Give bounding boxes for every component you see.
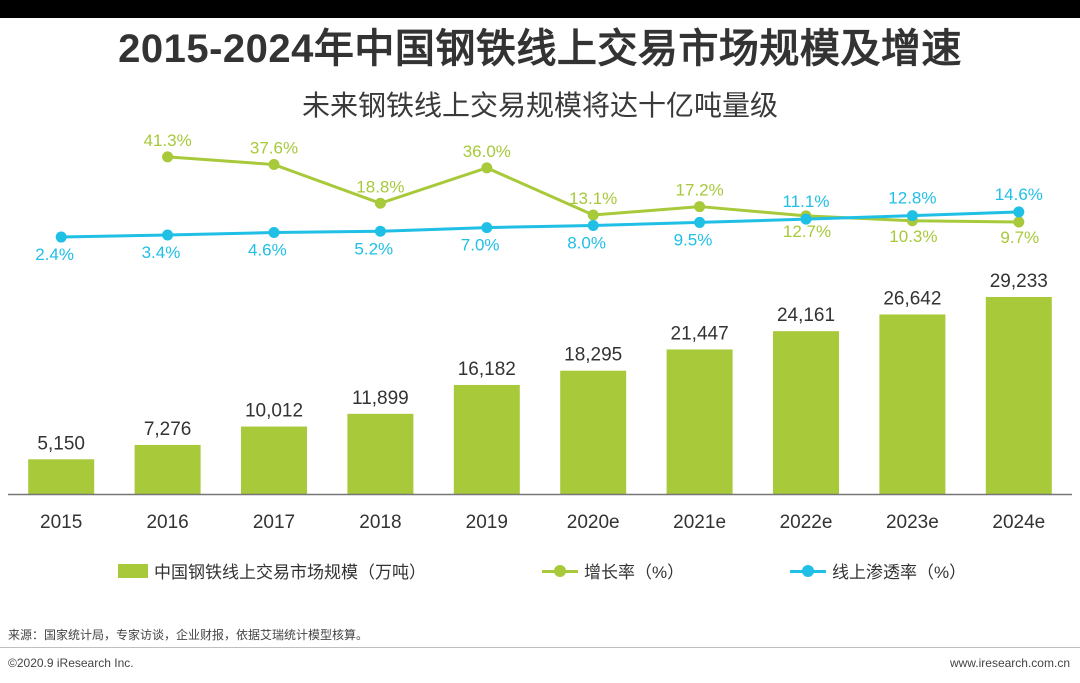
growth-label-2020e: 13.1% xyxy=(569,189,617,208)
penetration-label-2020e: 8.0% xyxy=(567,234,606,253)
growth-label-2024e: 9.7% xyxy=(1000,228,1039,247)
bar-2018 xyxy=(347,413,414,494)
legend-growth-swatch xyxy=(542,564,578,578)
bar-2015 xyxy=(28,459,95,494)
bar-value-label-2016: 7,276 xyxy=(144,419,192,440)
legend-bar-swatch xyxy=(118,563,148,578)
bar-2016 xyxy=(134,444,201,494)
combo-chart: 5,150 2015 7,276 2016 10,012 2017 11,899 2018 16… xyxy=(8,131,1072,533)
x-tick-label-2023e: 2023e xyxy=(886,512,939,533)
legend-label-growth: 增长率（%） xyxy=(584,563,685,582)
footer-divider xyxy=(0,647,1080,648)
bar-value-label-2020e: 18,295 xyxy=(564,345,622,366)
growth-label-2018: 18.8% xyxy=(356,177,404,196)
x-tick-label-2019: 2019 xyxy=(466,512,508,533)
penetration-label-2024e: 14.6% xyxy=(995,185,1043,204)
bar-2022e xyxy=(773,331,839,494)
penetration-point-2018 xyxy=(374,225,386,237)
x-tick-label-2017: 2017 xyxy=(253,512,295,533)
penetration-label-2017: 4.6% xyxy=(248,241,287,260)
website-link[interactable]: www.iresearch.com.cn xyxy=(949,656,1070,670)
penetration-point-2016 xyxy=(162,229,174,241)
x-tick-label-2020e: 2020e xyxy=(567,512,620,533)
growth-label-2019: 36.0% xyxy=(463,142,511,161)
bar-value-label-2015: 5,150 xyxy=(37,433,85,454)
growth-label-2017: 37.6% xyxy=(250,139,298,158)
penetration-point-2019 xyxy=(481,222,493,234)
penetration-label-2018: 5.2% xyxy=(354,239,393,258)
penetration-point-2020e xyxy=(587,220,599,232)
growth-point-2016 xyxy=(162,151,174,163)
bar-2023e xyxy=(879,314,946,494)
growth-label-2016: 41.3% xyxy=(143,131,191,150)
bar-2017 xyxy=(241,426,307,494)
legend-item-penetration: 线上渗透率（%） xyxy=(790,558,966,583)
x-tick-label-2016: 2016 xyxy=(146,512,188,533)
bar-value-label-2023e: 26,642 xyxy=(883,288,941,309)
growth-label-2021e: 17.2% xyxy=(675,181,723,200)
penetration-point-2017 xyxy=(268,227,280,239)
legend-label-market-size: 中国钢铁线上交易市场规模（万吨） xyxy=(154,563,426,582)
penetration-label-2016: 3.4% xyxy=(142,243,181,262)
top-strip xyxy=(0,0,1080,18)
growth-point-2018 xyxy=(374,197,386,209)
legend-penetration-swatch xyxy=(790,564,826,578)
penetration-line xyxy=(61,210,1019,239)
x-tick-label-2021e: 2021e xyxy=(673,512,726,533)
penetration-point-2024e xyxy=(1013,206,1025,218)
growth-point-2019 xyxy=(481,162,493,174)
bar-2021e xyxy=(666,349,733,494)
legend-item-market-size: 中国钢铁线上交易市场规模（万吨） xyxy=(118,558,426,583)
growth-point-2021e xyxy=(694,201,706,213)
bar-value-label-2018: 11,899 xyxy=(352,388,409,409)
x-tick-label-2024e: 2024e xyxy=(992,512,1045,533)
bar-value-label-2024e: 29,233 xyxy=(990,271,1048,292)
bar-value-label-2021e: 21,447 xyxy=(671,323,729,344)
penetration-label-2015: 2.4% xyxy=(35,245,74,264)
bar-value-label-2017: 10,012 xyxy=(245,401,303,422)
growth-point-2024e xyxy=(1013,216,1025,228)
chart-title: 2015-2024年中国钢铁线上交易市场规模及增速 xyxy=(118,27,962,71)
bar-value-label-2019: 16,182 xyxy=(458,359,516,380)
penetration-point-2015 xyxy=(55,231,67,243)
bar-2024e xyxy=(985,297,1052,494)
bar-value-label-2022e: 24,161 xyxy=(777,305,835,326)
penetration-point-2021e xyxy=(694,216,706,228)
growth-point-2020e xyxy=(587,209,599,221)
x-tick-label-2018: 2018 xyxy=(359,512,401,533)
source-note: 来源：国家统计局，专家访谈，企业财报，依据艾瑞统计模型核算。 xyxy=(8,628,369,642)
x-tick-label-2015: 2015 xyxy=(40,512,82,533)
bar-2019 xyxy=(453,384,520,494)
penetration-point-2022e xyxy=(800,213,812,225)
chart-subtitle: 未来钢铁线上交易规模将达十亿吨量级 xyxy=(301,90,778,121)
growth-point-2017 xyxy=(268,159,280,171)
growth-label-2022e: 12.7% xyxy=(783,222,831,241)
penetration-label-2019: 7.0% xyxy=(461,236,500,255)
legend-item-growth: 增长率（%） xyxy=(542,558,684,583)
bar-2020e xyxy=(560,370,627,494)
penetration-point-2023e xyxy=(906,210,918,222)
penetration-label-2022e: 11.1% xyxy=(783,192,830,211)
copyright: ©2020.9 iResearch Inc. xyxy=(8,656,134,670)
legend-label-penetration: 线上渗透率（%） xyxy=(832,563,967,582)
x-tick-label-2022e: 2022e xyxy=(780,512,833,533)
growth-label-2023e: 10.3% xyxy=(889,227,937,246)
penetration-label-2023e: 12.8% xyxy=(888,189,936,208)
penetration-label-2021e: 9.5% xyxy=(674,230,713,249)
